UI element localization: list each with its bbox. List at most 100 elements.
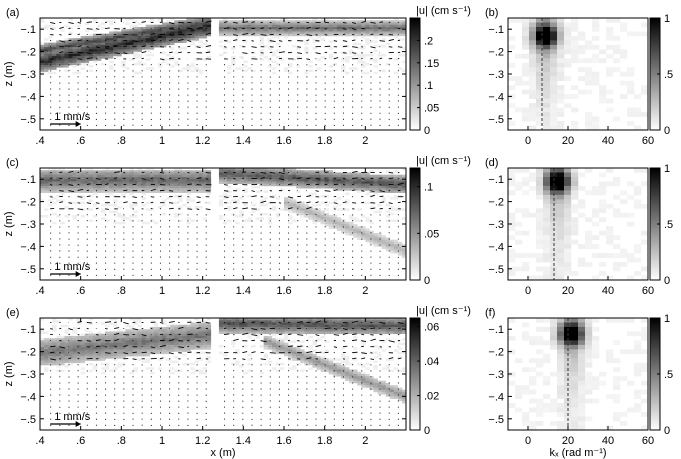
velocity-arrow bbox=[205, 32, 212, 36]
field-cell bbox=[40, 170, 45, 173]
field-cell bbox=[369, 179, 374, 182]
field-cell bbox=[373, 239, 378, 243]
field-cell bbox=[40, 353, 45, 357]
field-cell bbox=[56, 344, 61, 348]
field-cell bbox=[336, 228, 342, 232]
field-cell bbox=[324, 174, 330, 178]
field-cell bbox=[149, 47, 155, 50]
velocity-arrow bbox=[196, 46, 201, 49]
spectrum-cell bbox=[578, 35, 586, 41]
velocity-arrow bbox=[50, 28, 54, 30]
field-cell bbox=[178, 35, 183, 39]
y-tick-label: −.4 bbox=[20, 91, 36, 103]
field-cell bbox=[60, 174, 65, 178]
field-cell bbox=[288, 174, 293, 178]
field-cell bbox=[267, 168, 273, 171]
field-cell bbox=[190, 219, 195, 223]
field-cell bbox=[304, 170, 309, 173]
field-cell bbox=[296, 29, 301, 32]
field-cell bbox=[324, 172, 330, 176]
field-cell bbox=[44, 179, 49, 182]
field-cell bbox=[336, 22, 342, 26]
field-cell bbox=[393, 194, 399, 198]
field-cell bbox=[109, 47, 114, 50]
field-cell bbox=[288, 206, 293, 209]
field-cell bbox=[105, 170, 110, 173]
field-cell bbox=[393, 250, 399, 254]
velocity-arrow bbox=[260, 172, 267, 174]
field-cell bbox=[162, 40, 167, 43]
spectrum-cell bbox=[522, 181, 530, 187]
field-cell bbox=[153, 179, 159, 182]
field-cell bbox=[129, 47, 134, 50]
spectrum-cell bbox=[634, 125, 642, 131]
spectrum-cell bbox=[599, 58, 607, 64]
field-cell bbox=[101, 38, 106, 41]
spectrum-cell bbox=[578, 212, 586, 218]
field-cell bbox=[336, 188, 342, 191]
spectrum-cell bbox=[543, 103, 551, 108]
spectrum-cell bbox=[585, 262, 593, 267]
field-cell bbox=[349, 49, 354, 52]
spectrum-cell bbox=[529, 80, 537, 86]
field-cell bbox=[149, 170, 155, 173]
field-cell bbox=[275, 42, 281, 46]
field-cell bbox=[84, 29, 90, 32]
field-cell bbox=[178, 20, 183, 23]
field-cell bbox=[328, 226, 334, 229]
spectrum-cell bbox=[543, 112, 551, 117]
spectrum-cell bbox=[564, 190, 572, 196]
field-cell bbox=[385, 31, 391, 34]
field-cell bbox=[92, 33, 98, 37]
field-cell bbox=[202, 351, 208, 355]
spectrum-cell bbox=[564, 262, 572, 267]
field-cell bbox=[174, 326, 179, 330]
field-cell bbox=[206, 344, 212, 348]
field-cell bbox=[121, 221, 126, 225]
spectrum-cell bbox=[550, 239, 558, 245]
velocity-arrow bbox=[59, 26, 64, 29]
field-cell bbox=[117, 335, 122, 339]
field-cell bbox=[271, 194, 277, 198]
spectrum-cell bbox=[641, 203, 649, 209]
field-cell bbox=[247, 179, 252, 182]
field-cell bbox=[72, 172, 77, 176]
field-cell bbox=[157, 29, 163, 32]
field-cell bbox=[275, 24, 281, 28]
field-cell bbox=[308, 210, 313, 214]
field-cell bbox=[40, 174, 45, 178]
spectrum-cell bbox=[599, 208, 607, 214]
field-cell bbox=[60, 181, 65, 184]
field-cell bbox=[304, 203, 309, 207]
spectrum-cell bbox=[536, 226, 544, 232]
field-cell bbox=[96, 40, 102, 43]
field-cell bbox=[198, 340, 203, 343]
field-cell bbox=[198, 335, 203, 339]
field-cell bbox=[198, 369, 203, 373]
field-cell bbox=[80, 62, 86, 66]
field-cell bbox=[190, 22, 195, 26]
field-cell bbox=[300, 24, 305, 28]
field-cell bbox=[92, 185, 98, 189]
field-cell bbox=[255, 208, 260, 211]
velocity-arrow bbox=[169, 190, 174, 192]
spectrum-cell bbox=[543, 121, 551, 126]
velocity-arrow bbox=[50, 22, 56, 24]
field-cell bbox=[231, 168, 236, 171]
field-cell bbox=[105, 356, 110, 359]
field-cell bbox=[170, 342, 175, 346]
field-cell bbox=[129, 31, 134, 34]
field-cell bbox=[365, 176, 370, 180]
x-tick-label: 1 bbox=[159, 135, 165, 147]
spectrum-cell bbox=[550, 98, 558, 104]
spectrum-cell bbox=[634, 190, 642, 196]
spectrum-cell bbox=[529, 185, 537, 191]
spectrum-cell bbox=[543, 85, 551, 90]
field-cell bbox=[157, 38, 163, 41]
field-cell bbox=[157, 31, 163, 34]
field-cell bbox=[190, 38, 195, 41]
field-cell bbox=[40, 344, 45, 348]
field-cell bbox=[141, 40, 147, 43]
field-cell bbox=[170, 174, 175, 178]
field-cell bbox=[235, 168, 240, 171]
